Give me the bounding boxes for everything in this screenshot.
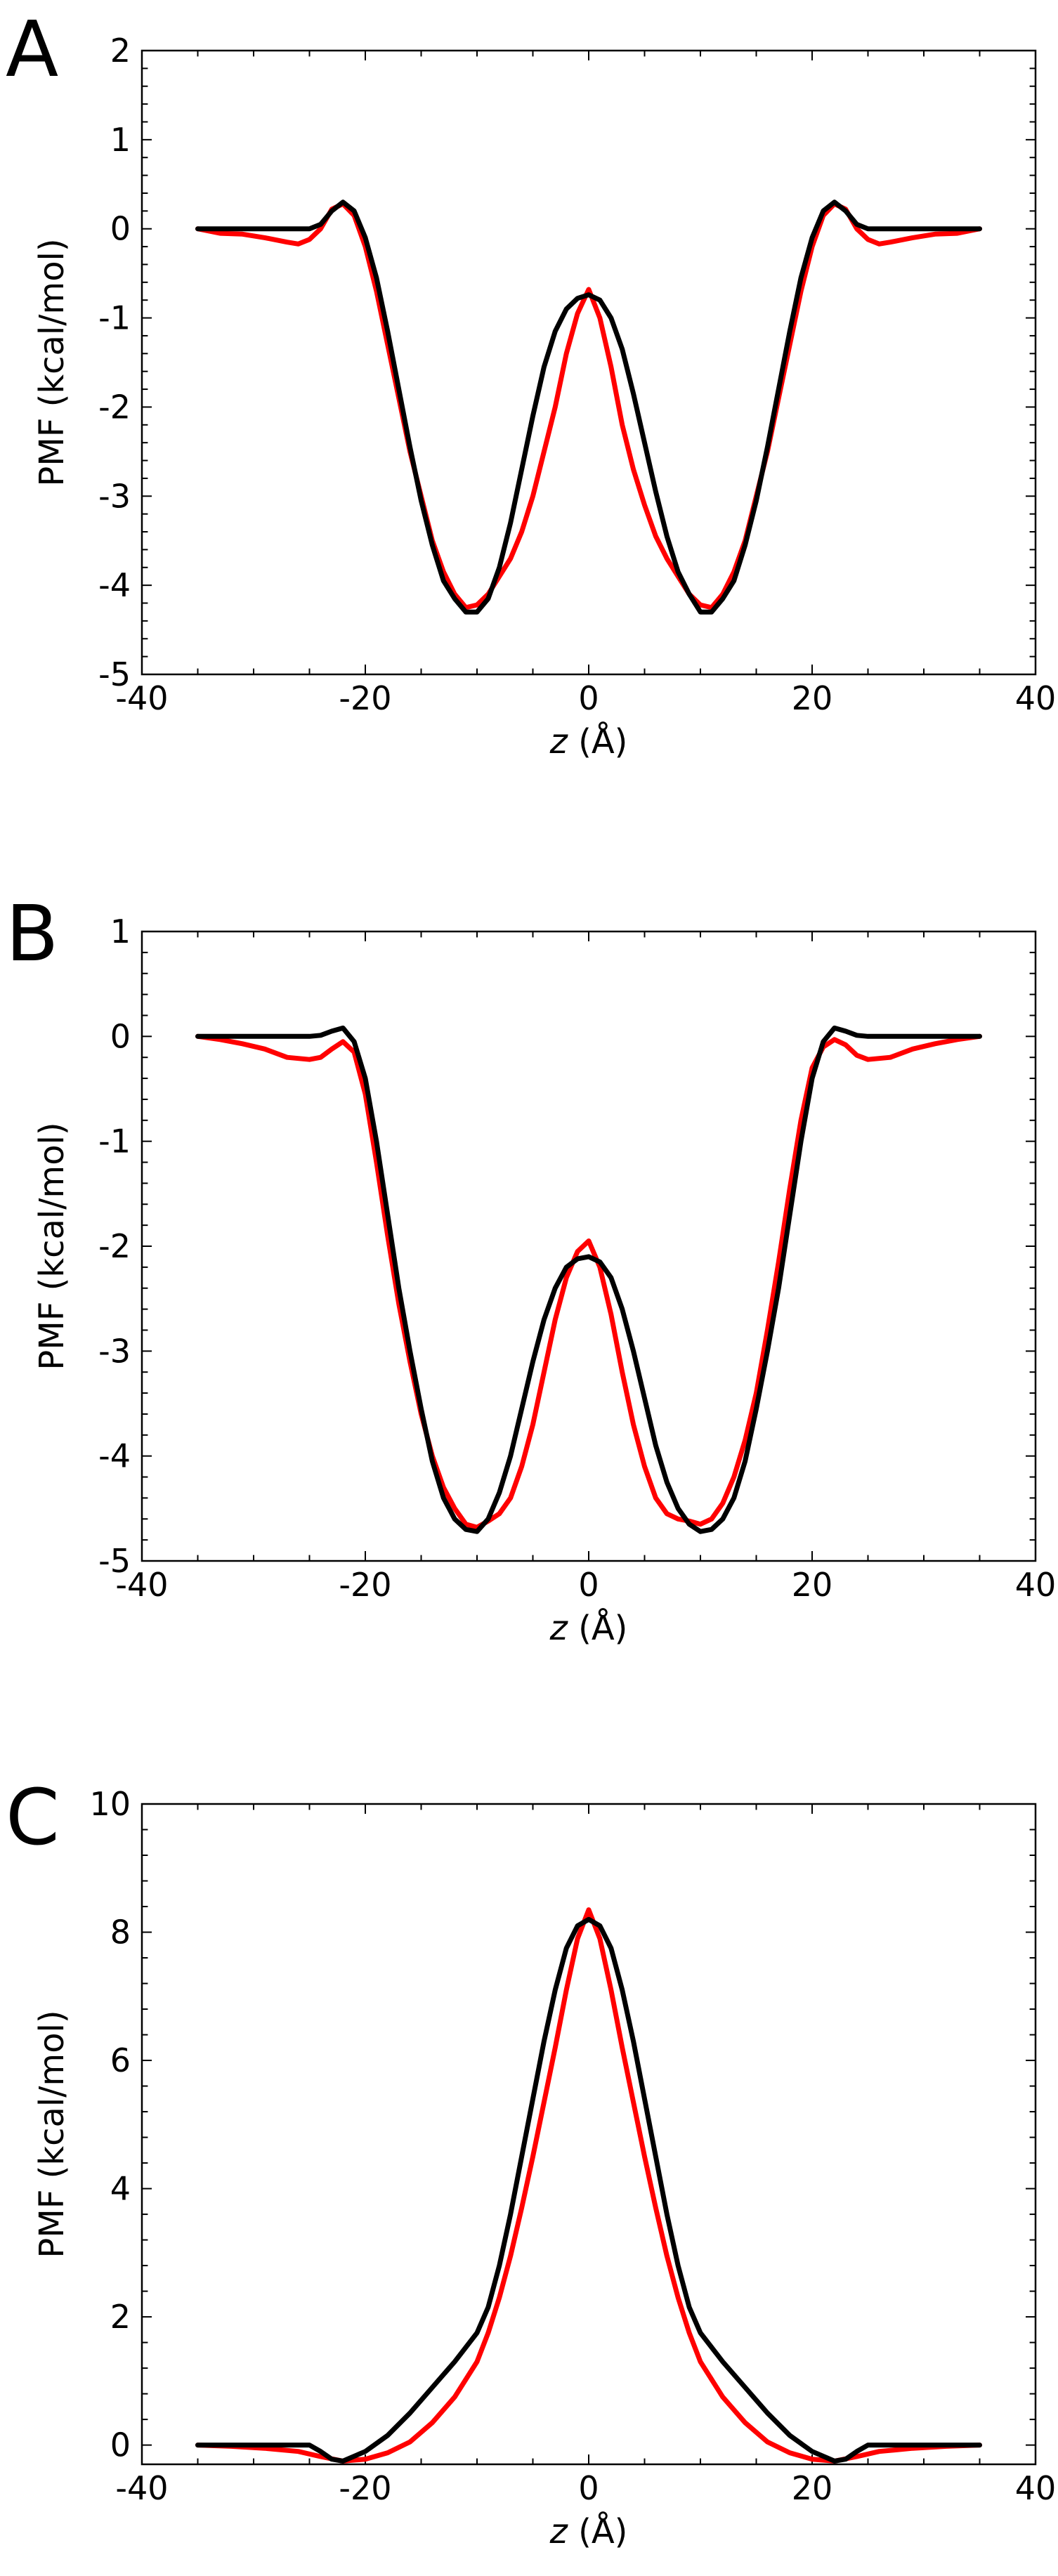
- y-tick-label: -5: [98, 655, 131, 693]
- x-axis-unit: (Å): [568, 1608, 628, 1648]
- plot-frame: [141, 49, 1037, 676]
- y-tick-label: -3: [98, 1332, 131, 1370]
- y-tick-label: -1: [98, 1123, 131, 1160]
- y-tick-label: -4: [98, 1437, 131, 1475]
- x-tick-label: 40: [1015, 1566, 1057, 1604]
- x-axis-variable: z: [549, 722, 569, 761]
- y-tick-label: -2: [98, 388, 131, 426]
- y-tick-label: 2: [110, 2298, 131, 2336]
- x-axis-unit: (Å): [568, 721, 628, 761]
- x-tick-label: 20: [792, 679, 833, 717]
- y-tick-label: -4: [98, 566, 131, 604]
- y-axis-label: PMF (kcal/mol): [32, 2010, 72, 2258]
- x-tick-label: -20: [339, 1566, 391, 1604]
- x-tick-label: -40: [115, 1566, 168, 1604]
- panel-label: B: [6, 889, 58, 979]
- y-axis-label: PMF (kcal/mol): [32, 1122, 72, 1370]
- y-axis-label: PMF (kcal/mol): [32, 238, 72, 486]
- y-tick-label: -1: [98, 299, 131, 337]
- series-line-black: [195, 1916, 982, 2464]
- y-tick-label: 1: [110, 913, 131, 950]
- y-tick-label: 0: [110, 1017, 131, 1055]
- y-tick-label: 0: [110, 210, 131, 248]
- y-tick-label: -2: [98, 1227, 131, 1265]
- panel-label: C: [6, 1772, 60, 1862]
- y-tick-label: 0: [110, 2426, 131, 2464]
- x-axis-variable: z: [549, 1609, 569, 1648]
- y-tick-label: 8: [110, 1914, 131, 1951]
- chart-panel-a: A -40 -20 0 20 40 2 1 0 -1 -2 -3 -4 -5 PMF (kcal/mol) z…: [6, 4, 1056, 761]
- x-tick-label: 20: [792, 1566, 833, 1604]
- y-tick-label: 1: [110, 121, 131, 159]
- x-tick-label: -40: [115, 2469, 168, 2507]
- y-tick-label: 6: [110, 2041, 131, 2079]
- plot-frame: [141, 1803, 1037, 2466]
- chart-panel-b: B -40 -20 0 20 40 1 0 -1 -2 -3 -4 -5 PMF (kcal/mol) z …: [6, 889, 1056, 1648]
- y-tick-label: -5: [98, 1542, 131, 1580]
- series-line-black: [195, 200, 982, 615]
- x-tick-label: 20: [792, 2469, 833, 2507]
- series-line-red: [195, 201, 982, 610]
- x-tick-label: 0: [578, 679, 599, 717]
- x-axis-label: z (Å): [549, 721, 628, 761]
- x-tick-label: 40: [1015, 2469, 1057, 2507]
- y-tick-label: 10: [89, 1785, 131, 1823]
- x-tick-label: 40: [1015, 679, 1057, 717]
- y-tick-label: 4: [110, 2170, 131, 2208]
- x-axis-variable: z: [549, 2512, 569, 2551]
- y-tick-label: 2: [110, 32, 131, 70]
- panel-label: A: [6, 4, 58, 94]
- x-tick-label: -20: [339, 679, 391, 717]
- x-tick-label: -20: [339, 2469, 391, 2507]
- x-tick-label: -40: [115, 679, 168, 717]
- x-tick-label: 0: [578, 2469, 599, 2507]
- series-line-black: [195, 1025, 982, 1534]
- x-axis-label: z (Å): [549, 1608, 628, 1648]
- series-line-red: [195, 1907, 982, 2464]
- y-tick-label: -3: [98, 477, 131, 515]
- x-axis-unit: (Å): [568, 2511, 628, 2551]
- x-axis-label: z (Å): [549, 2511, 628, 2551]
- series-line-red: [195, 1033, 982, 1530]
- x-tick-label: 0: [578, 1566, 599, 1604]
